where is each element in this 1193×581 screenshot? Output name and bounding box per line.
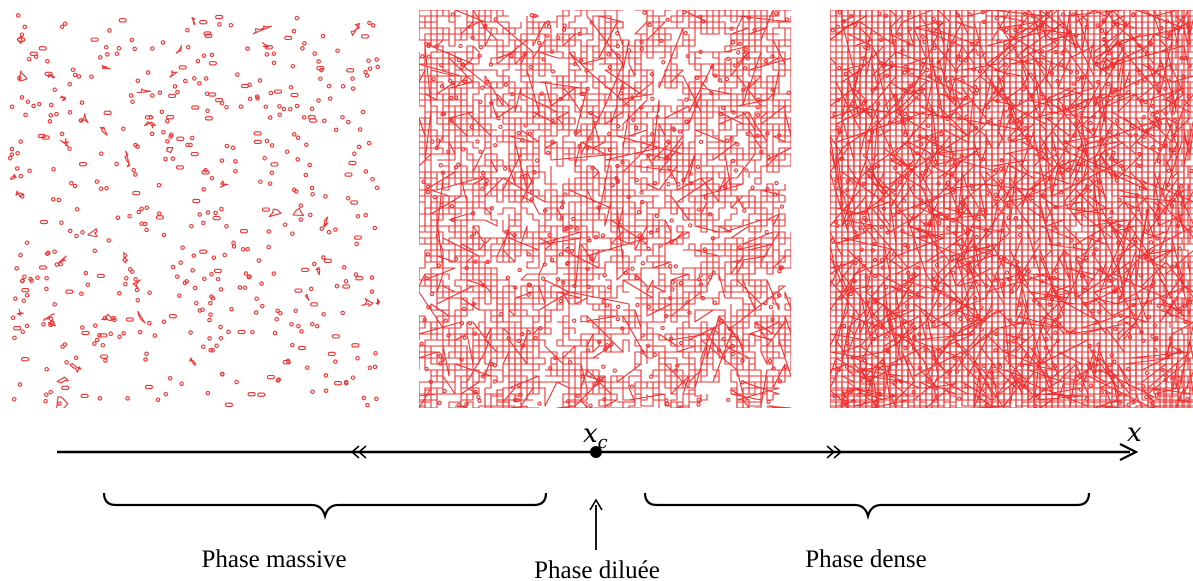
phase-diluee-label: Phase diluée — [534, 557, 660, 581]
axis-variable-label: x — [1127, 418, 1142, 448]
loop-panel-massive — [8, 10, 380, 408]
critical-point-label: xc — [583, 419, 608, 453]
phase-dense-label: Phase dense — [805, 546, 927, 573]
critical-arrow-head — [589, 498, 603, 511]
brace-dense — [643, 492, 1091, 521]
loop-configuration-dense — [830, 10, 1193, 408]
flow-left-icon — [350, 445, 367, 459]
axis-arrowhead — [1119, 443, 1139, 461]
brace-massive — [102, 492, 548, 521]
loop-panel-diluee — [419, 10, 791, 408]
loop-panel-dense — [830, 10, 1193, 408]
phase-massive-label: Phase massive — [201, 546, 346, 573]
loop-configuration-diluee — [419, 10, 791, 408]
flow-right-icon — [826, 445, 843, 459]
loop-configuration-massive — [8, 13, 380, 408]
critical-point-dot — [590, 446, 602, 458]
